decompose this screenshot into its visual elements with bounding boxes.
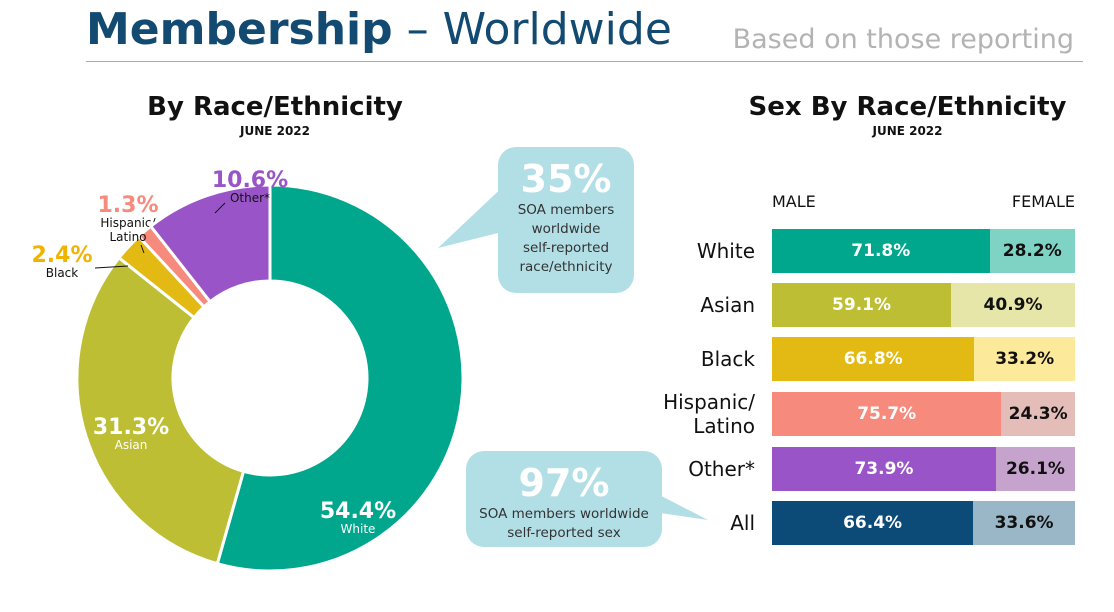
- male-bar-segment: 73.9%: [772, 447, 996, 491]
- callout-text: SOA members worldwide self-reported sex: [479, 506, 649, 541]
- male-bar-segment: 66.8%: [772, 337, 975, 381]
- male-bar-segment: 66.4%: [772, 501, 974, 545]
- slice-category-label: White: [341, 522, 376, 536]
- callout-race-reporting: 35% SOA members worldwide self-reported …: [498, 147, 634, 293]
- callout-tail: [438, 180, 510, 248]
- callout-value: 97%: [518, 461, 610, 505]
- male-bar-segment: 59.1%: [772, 283, 952, 327]
- female-bar-segment: 26.1%: [995, 447, 1075, 491]
- slice-category-label: Asian: [115, 438, 148, 452]
- donut-slice-asian: [75, 255, 246, 566]
- page-title: Membership – Worldwide: [86, 4, 672, 55]
- row-label: All: [730, 511, 755, 535]
- slice-category-label: Latino: [109, 230, 146, 244]
- row-label: Black: [700, 347, 755, 371]
- leader-line: [94, 265, 129, 269]
- row-label: Hispanic/Latino: [663, 390, 755, 438]
- bar-title: Sex By Race/Ethnicity: [748, 92, 1067, 122]
- leader-line: [214, 202, 226, 214]
- donut-subtitle: JUNE 2022: [239, 124, 311, 138]
- leader-line: [140, 244, 145, 254]
- row-label: Other*: [688, 457, 755, 481]
- slice-category-label: Hispanic/: [100, 216, 156, 230]
- callout-sex-reporting: 97% SOA members worldwide self-reported …: [466, 451, 662, 547]
- female-bar-segment: 40.9%: [951, 283, 1075, 327]
- donut-slice-white: [215, 183, 465, 573]
- donut-title: By Race/Ethnicity: [147, 92, 403, 122]
- male-bar-segment: 71.8%: [772, 229, 990, 273]
- slice-value-label: 31.3%: [93, 415, 169, 440]
- slice-value-label: 1.3%: [97, 193, 158, 218]
- slice-category-label: Other*: [230, 191, 270, 205]
- slice-value-label: 10.6%: [212, 168, 288, 193]
- female-bar-segment: 24.3%: [1001, 392, 1075, 436]
- title-divider: [86, 61, 1083, 62]
- donut-slice-other: [148, 183, 272, 304]
- row-label: White: [696, 239, 755, 263]
- callout-value: 35%: [520, 157, 612, 201]
- slice-value-label: 2.4%: [31, 243, 92, 268]
- slice-value-label: 54.4%: [320, 499, 396, 524]
- bar-subtitle: JUNE 2022: [872, 124, 943, 138]
- male-bar-segment: 75.7%: [772, 392, 1002, 436]
- legend-male: MALE: [772, 192, 816, 211]
- female-bar-segment: 33.6%: [973, 501, 1075, 545]
- row-label: Asian: [700, 293, 755, 317]
- female-bar-segment: 33.2%: [974, 337, 1075, 381]
- reporting-note: Based on those reporting: [732, 24, 1074, 55]
- callout-text: SOA members worldwide self-reported race…: [517, 202, 615, 275]
- legend-female: FEMALE: [1011, 192, 1075, 211]
- slice-category-label: Black: [46, 266, 79, 280]
- female-bar-segment: 28.2%: [989, 229, 1075, 273]
